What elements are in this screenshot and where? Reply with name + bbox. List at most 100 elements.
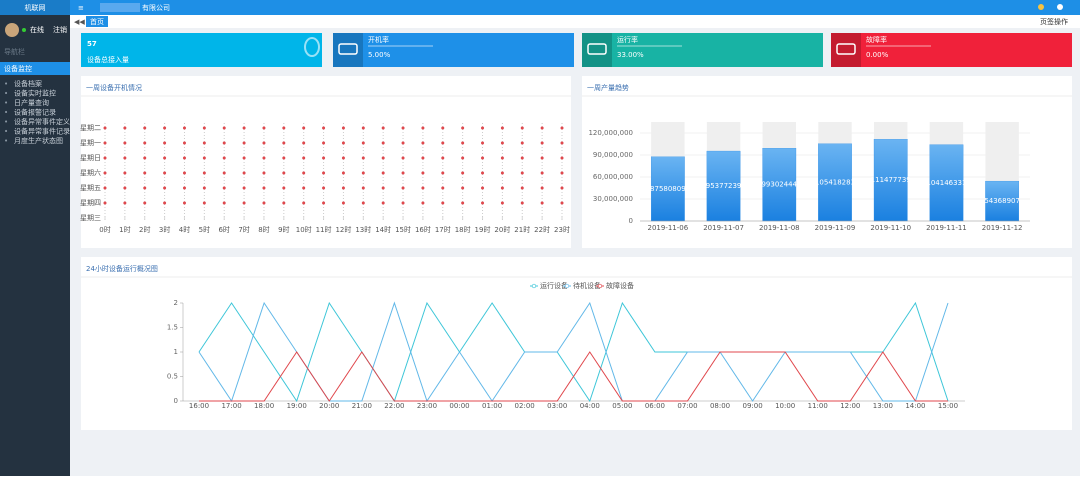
dot (441, 141, 445, 145)
panel-title: 一周设备开机情况 (86, 83, 142, 92)
nav-item[interactable]: 设备异常事件定义 (14, 117, 70, 126)
value-label: 111477739 (871, 176, 911, 184)
bell-icon[interactable] (1038, 4, 1044, 10)
tab-action[interactable]: 页签操作 (1040, 17, 1068, 26)
dot (143, 126, 147, 130)
dot (382, 217, 384, 219)
legend-label: 待机设备 (573, 281, 601, 290)
dot (342, 217, 345, 219)
settings-icon[interactable] (1057, 4, 1063, 10)
y-tick-label: 星期五 (80, 184, 101, 192)
x-tick-label: 15时 (395, 225, 411, 234)
x-tick-label: 17:00 (221, 402, 241, 410)
value-label: 95377239 (706, 182, 742, 190)
x-tick-label: 2019-11-10 (870, 224, 911, 232)
dot (202, 126, 206, 130)
bar (762, 148, 797, 222)
dot (104, 217, 106, 219)
dot (282, 126, 286, 130)
x-tick-label: 12时 (335, 225, 351, 234)
nav-item[interactable]: 设备异常事件记录 (14, 127, 70, 136)
nav-group[interactable] (0, 62, 70, 75)
dot (402, 217, 404, 219)
dot (441, 186, 445, 190)
dot (103, 156, 107, 160)
logout[interactable]: 注销 (53, 25, 67, 34)
x-tick-label: 21:00 (352, 402, 372, 410)
dot (500, 186, 504, 190)
dot (441, 201, 445, 205)
tab-label[interactable]: 首页 (90, 17, 104, 26)
tab-prev[interactable]: ◀◀ (74, 18, 85, 26)
x-tick-label: 16:00 (189, 402, 209, 410)
dot (322, 141, 326, 145)
dot (182, 201, 186, 205)
bar (873, 139, 908, 222)
nav-item[interactable]: 日产量查询 (14, 98, 49, 107)
x-tick-label: 2019-11-07 (703, 224, 744, 232)
stat-value: 57 (87, 40, 97, 48)
dot (144, 217, 146, 219)
dot (302, 201, 306, 205)
dot (282, 141, 286, 145)
x-tick-label: 22时 (534, 225, 550, 234)
dot (361, 186, 365, 190)
stat-value: 5.00% (368, 51, 391, 59)
x-tick-label: 05:00 (612, 402, 632, 410)
dot (103, 171, 107, 175)
dot (500, 141, 504, 145)
x-tick-label: 11时 (316, 225, 332, 234)
x-tick-label: 4时 (179, 225, 190, 234)
dot (341, 156, 345, 160)
value-label: 104146331 (926, 179, 966, 187)
dot (302, 141, 306, 145)
bar (650, 156, 685, 222)
series-line (199, 351, 948, 402)
company: 有限公司 (142, 3, 170, 12)
x-tick-label: 09:00 (743, 402, 763, 410)
blurred-name (100, 3, 140, 12)
stat-label: 开机率 (368, 35, 389, 44)
dot (163, 126, 167, 130)
dot (242, 141, 246, 145)
tab[interactable] (86, 16, 108, 27)
nav-item[interactable]: 设备实时监控 (14, 89, 56, 98)
x-tick-label: 18时 (455, 225, 471, 234)
nav-item[interactable]: 月度生产状态图 (14, 136, 63, 145)
dot (222, 156, 226, 160)
dot (124, 217, 126, 219)
dot (163, 201, 167, 205)
value-label: 87580809 (650, 185, 686, 193)
dot (421, 156, 425, 160)
nav-item[interactable]: 设备档案 (14, 79, 42, 88)
dot (461, 156, 465, 160)
nav-group-label[interactable]: 设备监控 (4, 64, 32, 73)
x-tick-label: 13时 (355, 225, 371, 234)
dot (123, 156, 127, 160)
x-tick-label: 00:00 (449, 402, 469, 410)
nav-item[interactable]: 设备报警记录 (14, 108, 56, 117)
dot (183, 217, 186, 219)
menu-icon[interactable]: ≡ (78, 4, 84, 12)
dot (540, 156, 544, 160)
dot (381, 171, 385, 175)
dot (163, 186, 167, 190)
dot (123, 171, 127, 175)
stat-card (333, 33, 574, 67)
x-tick-label: 8时 (258, 225, 269, 234)
legend-marker (531, 283, 537, 289)
dot (381, 186, 385, 190)
dot (322, 217, 325, 219)
dot (302, 126, 306, 130)
dot (103, 201, 107, 205)
dot (242, 156, 246, 160)
y-tick-label: 0.5 (167, 373, 178, 381)
x-tick-label: 21时 (514, 225, 530, 234)
y-tick-label: 0 (174, 397, 178, 405)
dot (103, 141, 107, 145)
y-tick-label: 星期四 (80, 199, 101, 207)
dot (282, 156, 286, 160)
legend-marker (564, 283, 570, 289)
